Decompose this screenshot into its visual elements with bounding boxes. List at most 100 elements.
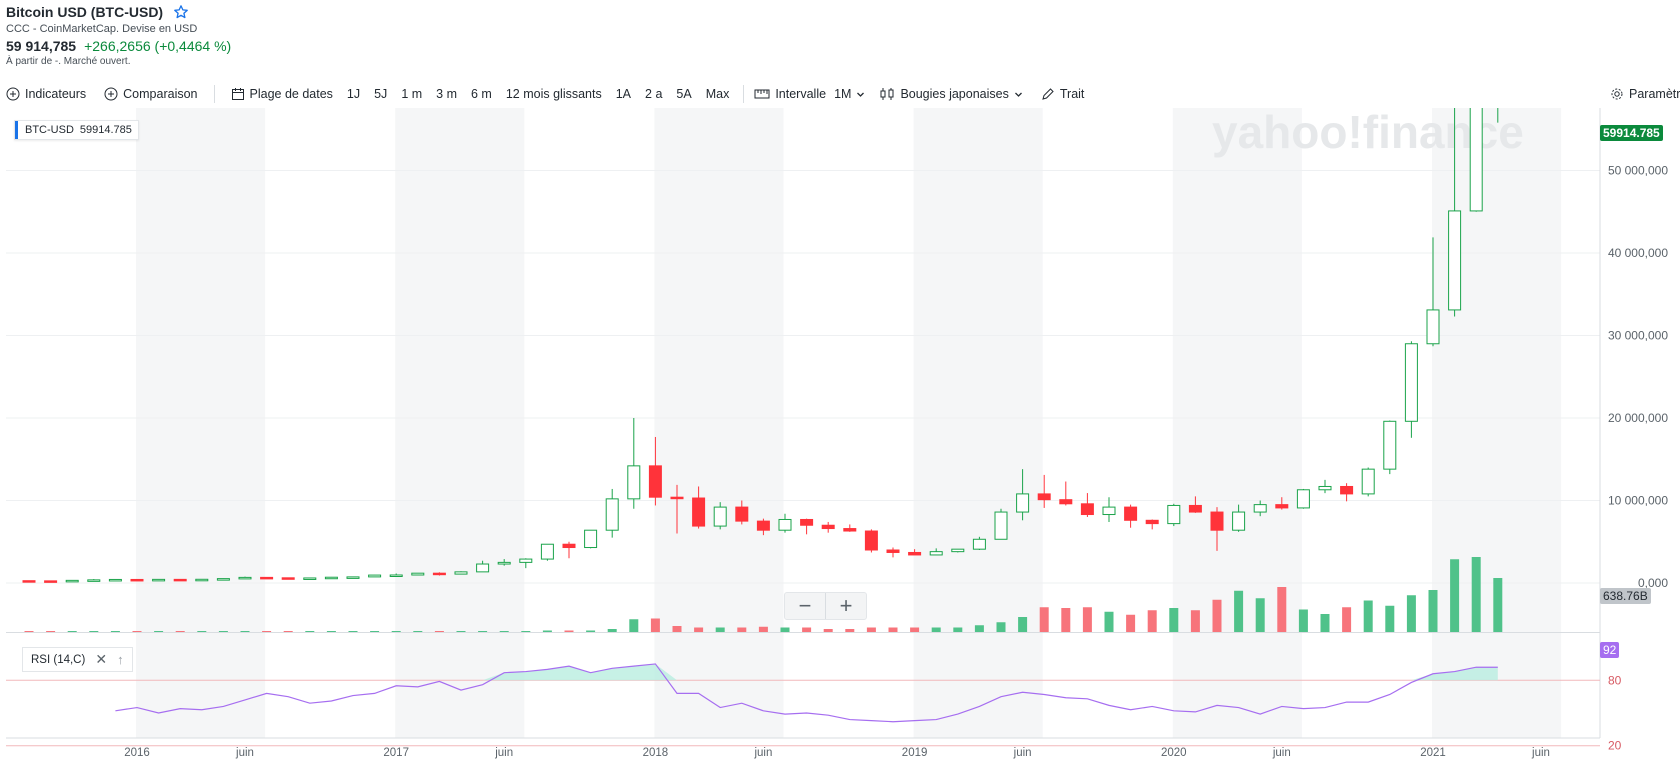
range-max[interactable]: Max	[705, 87, 730, 101]
candle-body	[1426, 309, 1440, 345]
candle-body	[44, 580, 58, 583]
candle-body	[605, 498, 619, 531]
range-6m[interactable]: 6 m	[471, 87, 492, 101]
range-1y[interactable]: 1A	[615, 87, 632, 101]
range-5y[interactable]: 5A	[676, 87, 692, 101]
volume-bar	[1471, 557, 1481, 632]
year-band	[913, 108, 1043, 738]
zoom-in-button[interactable]: +	[825, 593, 866, 619]
x-tick-label: juin	[1272, 747, 1291, 759]
candle-body	[735, 506, 749, 522]
candle	[951, 548, 965, 553]
rsi-tick-label: 80	[1608, 673, 1622, 687]
candle-body	[1275, 504, 1289, 509]
rsi-value-tag: 92	[1600, 642, 1620, 658]
y-tick-label: 50 000,000	[1608, 164, 1668, 178]
candle-body	[584, 529, 598, 549]
candle-body	[152, 578, 166, 582]
candle-body	[389, 574, 403, 577]
range-ytd[interactable]: 12 mois glissants	[505, 87, 602, 101]
volume-bar	[24, 631, 34, 632]
interval-dropdown[interactable]: Intervalle 1M	[754, 87, 865, 101]
date-range-button[interactable]: Plage de dates	[231, 87, 333, 101]
volume-bars	[24, 557, 1503, 632]
range-2y[interactable]: 2 a	[645, 87, 663, 101]
candle-body	[756, 520, 770, 531]
candle	[1448, 102, 1462, 317]
candle-body	[540, 543, 554, 560]
candle	[432, 572, 446, 576]
price-chart[interactable]: yahoo!finance 0,000 10 000,000 20 000,000 3…	[0, 73, 1680, 775]
volume-bar	[607, 629, 617, 632]
candle-body	[713, 506, 727, 527]
candlesticks	[22, 73, 1505, 583]
rsi-legend[interactable]: RSI (14,C) ✕ ↑	[22, 647, 133, 672]
interval-label: Intervalle	[775, 87, 827, 101]
volume-bar	[1126, 614, 1136, 632]
volume-tag: 638.76B	[1600, 588, 1651, 604]
candle-body	[368, 574, 382, 578]
candle-body	[476, 563, 490, 573]
x-tick-label: juin	[494, 747, 513, 759]
range-1m[interactable]: 1 m	[401, 87, 423, 101]
candle	[627, 418, 641, 509]
candle	[497, 559, 511, 566]
volume-bar	[175, 631, 185, 632]
candle-body	[1145, 519, 1159, 525]
candle	[540, 543, 554, 561]
legend-value: 59914.785	[79, 124, 132, 136]
candle	[972, 536, 986, 550]
candle	[87, 579, 101, 582]
candle	[454, 571, 468, 575]
candle-body	[1253, 504, 1267, 513]
candle-body	[1102, 506, 1116, 516]
candle	[1102, 497, 1116, 522]
draw-button[interactable]: Trait	[1041, 87, 1084, 101]
volume-bar	[1450, 559, 1460, 632]
candle	[108, 578, 122, 582]
range-1d[interactable]: 1J	[346, 87, 361, 101]
volume-bar	[89, 631, 99, 632]
volume-bar	[456, 631, 466, 632]
volume-bar	[326, 631, 336, 632]
chart-type-dropdown[interactable]: Bougies japonaises	[879, 87, 1022, 101]
volume-bar	[1320, 614, 1330, 632]
candle	[929, 548, 943, 556]
watchlist-star-icon[interactable]	[173, 4, 189, 20]
toolbar-divider	[213, 85, 215, 103]
zoom-out-button[interactable]: −	[798, 593, 812, 618]
arrow-up-icon[interactable]: ↑	[117, 652, 124, 667]
candle	[1318, 479, 1332, 494]
candle	[584, 529, 598, 549]
volume-bar	[1342, 607, 1352, 632]
volume-bar	[348, 631, 358, 632]
settings-button[interactable]: Paramètres	[1610, 80, 1680, 108]
close-icon[interactable]: ✕	[95, 651, 108, 667]
range-3m[interactable]: 3 m	[436, 87, 457, 101]
volume-bar	[866, 627, 876, 632]
volume-bar	[391, 631, 401, 632]
price-change: +266,2656 (+0,4464 %)	[84, 38, 232, 54]
volume-bar	[845, 629, 855, 632]
volume-bar	[542, 630, 552, 632]
candle	[195, 578, 209, 582]
comparison-label: Comparaison	[123, 87, 198, 101]
volume-bar	[1169, 608, 1179, 632]
candle	[994, 508, 1008, 540]
candle	[1059, 481, 1073, 506]
candle-body	[22, 580, 36, 583]
range-5d[interactable]: 5J	[374, 87, 388, 101]
comparison-button[interactable]: Comparaison	[104, 87, 198, 101]
candle-body	[1037, 493, 1051, 501]
candle	[1361, 467, 1375, 497]
candle	[908, 549, 922, 556]
volume-bar	[1363, 600, 1373, 632]
quote-source: CCC - CoinMarketCap. Devise en USD	[6, 23, 198, 35]
candle	[713, 502, 727, 530]
x-tick-label: juin	[753, 747, 772, 759]
indicators-button[interactable]: Indicateurs	[6, 87, 86, 101]
series-legend[interactable]: BTC-USD 59914.785	[14, 120, 139, 140]
candle	[821, 521, 835, 533]
candle	[1275, 497, 1289, 510]
